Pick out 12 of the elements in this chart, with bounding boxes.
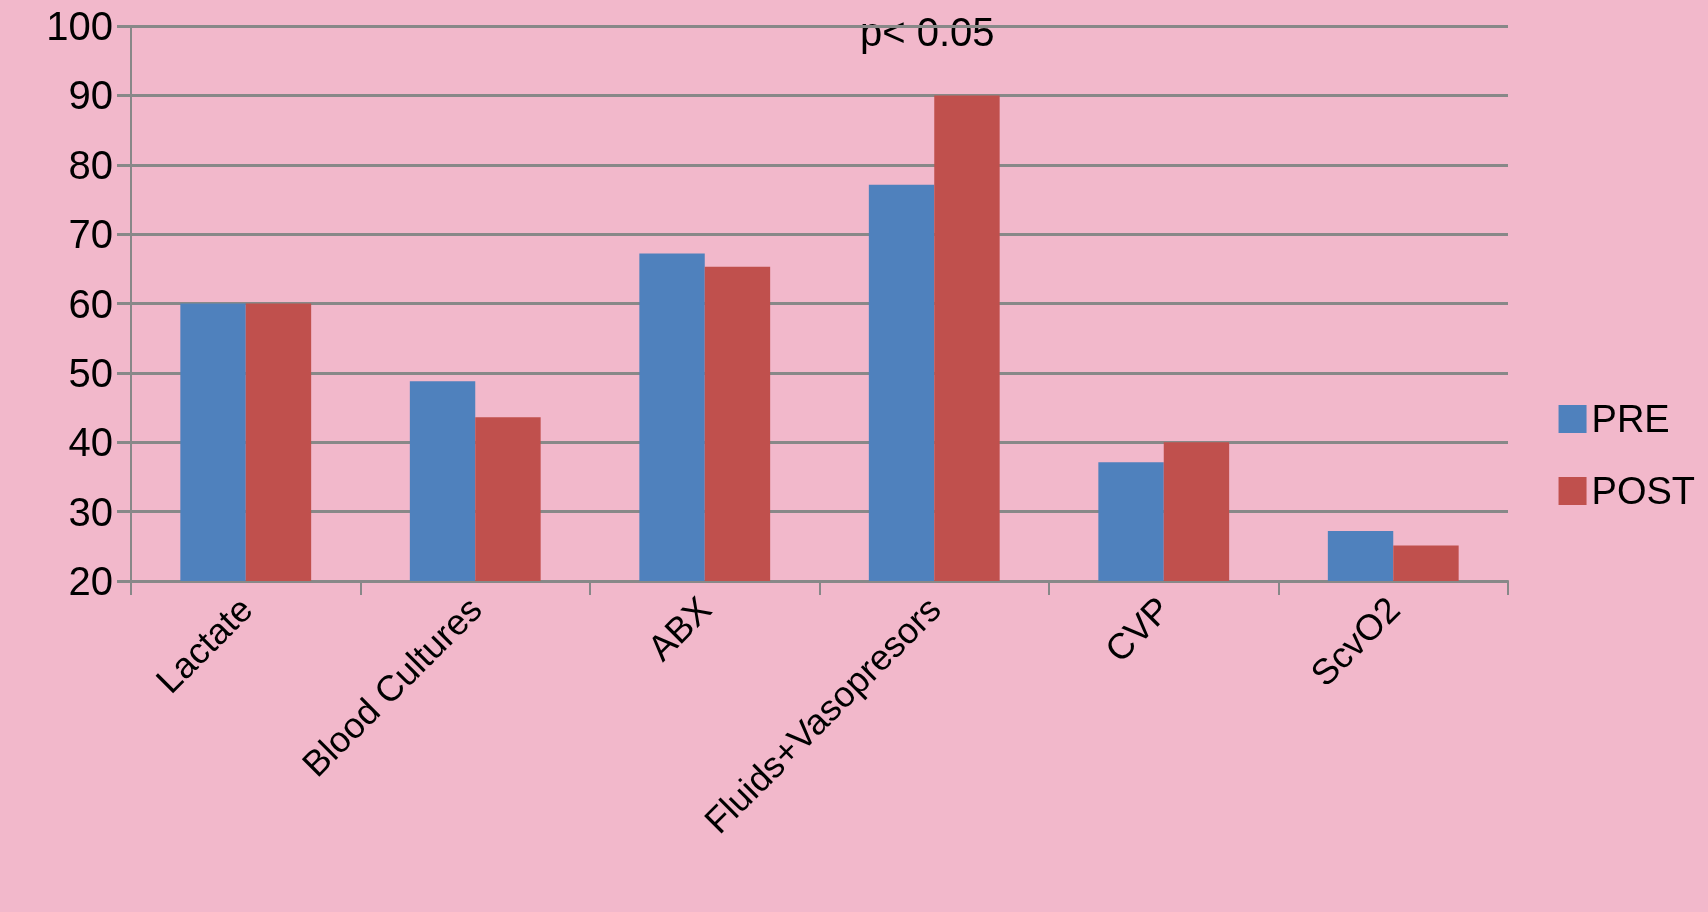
y-tick-label: 50: [68, 350, 113, 395]
y-tick-label: 40: [68, 420, 113, 465]
legend-label: POST: [1591, 470, 1696, 512]
y-tick-label: 60: [68, 281, 113, 326]
y-tick-label: 20: [68, 559, 113, 603]
y-tick-label: 90: [68, 73, 113, 118]
x-tick-label: CVP: [1096, 588, 1179, 670]
y-tick-label: 70: [68, 212, 113, 257]
y-tick-label: 80: [68, 142, 113, 187]
legend-label: PRE: [1591, 398, 1670, 440]
y-tick-label: 100: [46, 4, 113, 48]
y-tick-label: 30: [68, 489, 113, 534]
